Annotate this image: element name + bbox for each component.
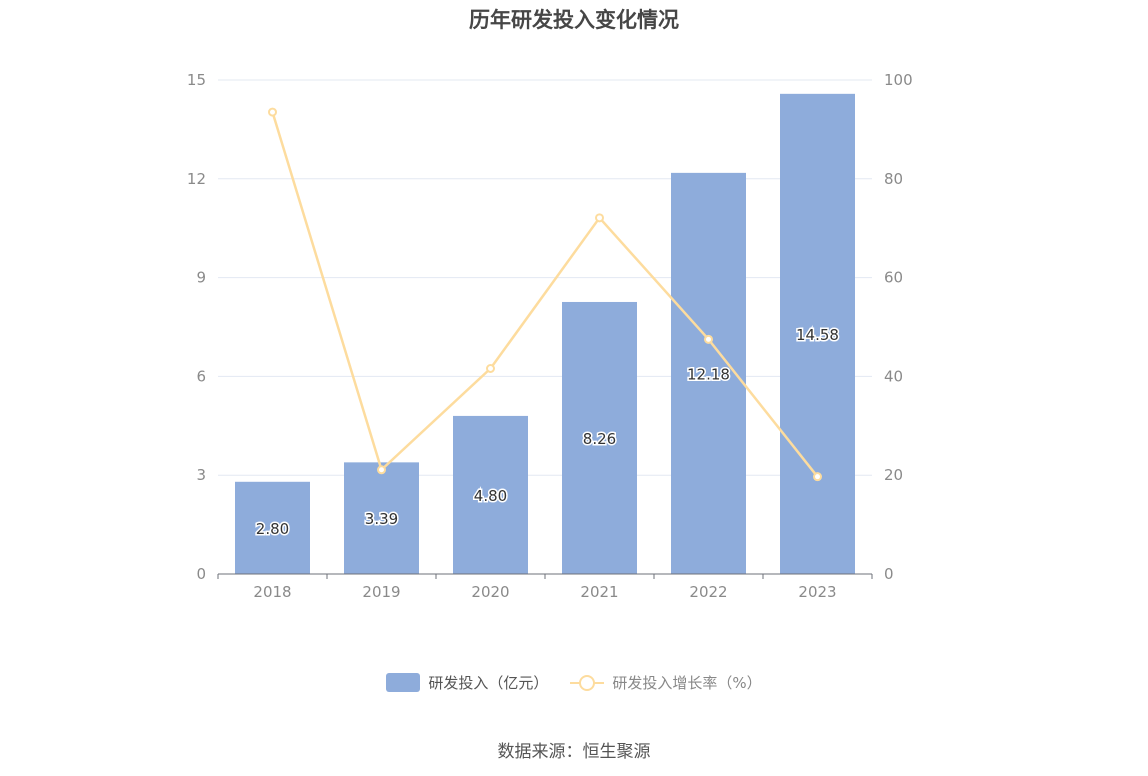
y-left-tick-label: 0 [196,565,206,583]
line-point [377,465,386,475]
bar [671,172,746,574]
x-tick-label: 2019 [362,583,400,601]
y-right-tick-label: 40 [884,367,903,385]
line-point [268,107,277,117]
axes: 0 0 3 20 6 40 9 60 12 80 15 100 2018 2019 2020 2021 2022… [187,71,913,601]
legend[interactable]: 研发投入（亿元） 研发投入增长率（%） [0,672,1148,693]
y-right-tick-label: 60 [884,269,903,287]
growth-line [271,111,819,478]
y-left-tick-label: 3 [196,466,206,484]
y-right-tick-label: 80 [884,170,903,188]
bar-value-labels: 2.80 3.39 4.80 8.26 12.18 14.58 [254,324,840,539]
x-tick-label: 2020 [471,583,509,601]
chart-title: 历年研发投入变化情况 [469,8,679,32]
y-left-tick-label: 6 [196,367,206,385]
bar [344,462,419,574]
line-point [813,472,822,482]
bar-value-label: 3.39 [365,510,398,528]
y-right-tick-label: 0 [884,565,894,583]
y-left-tick-label: 12 [187,170,206,188]
bar [235,481,310,574]
line-point [704,334,713,344]
bar-value-label: 2.80 [256,520,289,538]
x-tick-label: 2021 [580,583,618,601]
y-right-tick-label: 100 [884,71,913,89]
legend-label-rd-investment: 研发投入（亿元） [428,674,549,692]
bar-value-label: 14.58 [796,326,839,344]
y-left-tick-label: 15 [187,71,206,89]
line-point [595,213,604,223]
x-tick-label: 2018 [253,583,291,601]
bar-value-label: 4.80 [474,487,507,505]
legend-bar-swatch [386,673,421,692]
bar-series [235,93,855,574]
legend-label-growth-rate: 研发投入增长率（%） [612,674,762,692]
x-tick-label: 2023 [798,583,836,601]
y-right-tick-label: 20 [884,466,903,484]
bar-value-label: 8.26 [583,430,616,448]
legend-item-growth-rate[interactable]: 研发投入增长率（%） [570,672,762,693]
legend-line-swatch [570,673,605,692]
bar [562,301,637,574]
growth-line-series [268,107,822,482]
legend-item-rd-investment[interactable]: 研发投入（亿元） [386,672,548,693]
bar [780,93,855,574]
bar-value-label: 12.18 [687,365,730,383]
grid-lines [218,79,872,476]
x-tick-label: 2022 [689,583,727,601]
bar [453,415,528,574]
line-point [486,363,495,373]
y-left-tick-label: 9 [196,269,206,287]
source-note: 数据来源：恒生聚源 [497,742,651,762]
